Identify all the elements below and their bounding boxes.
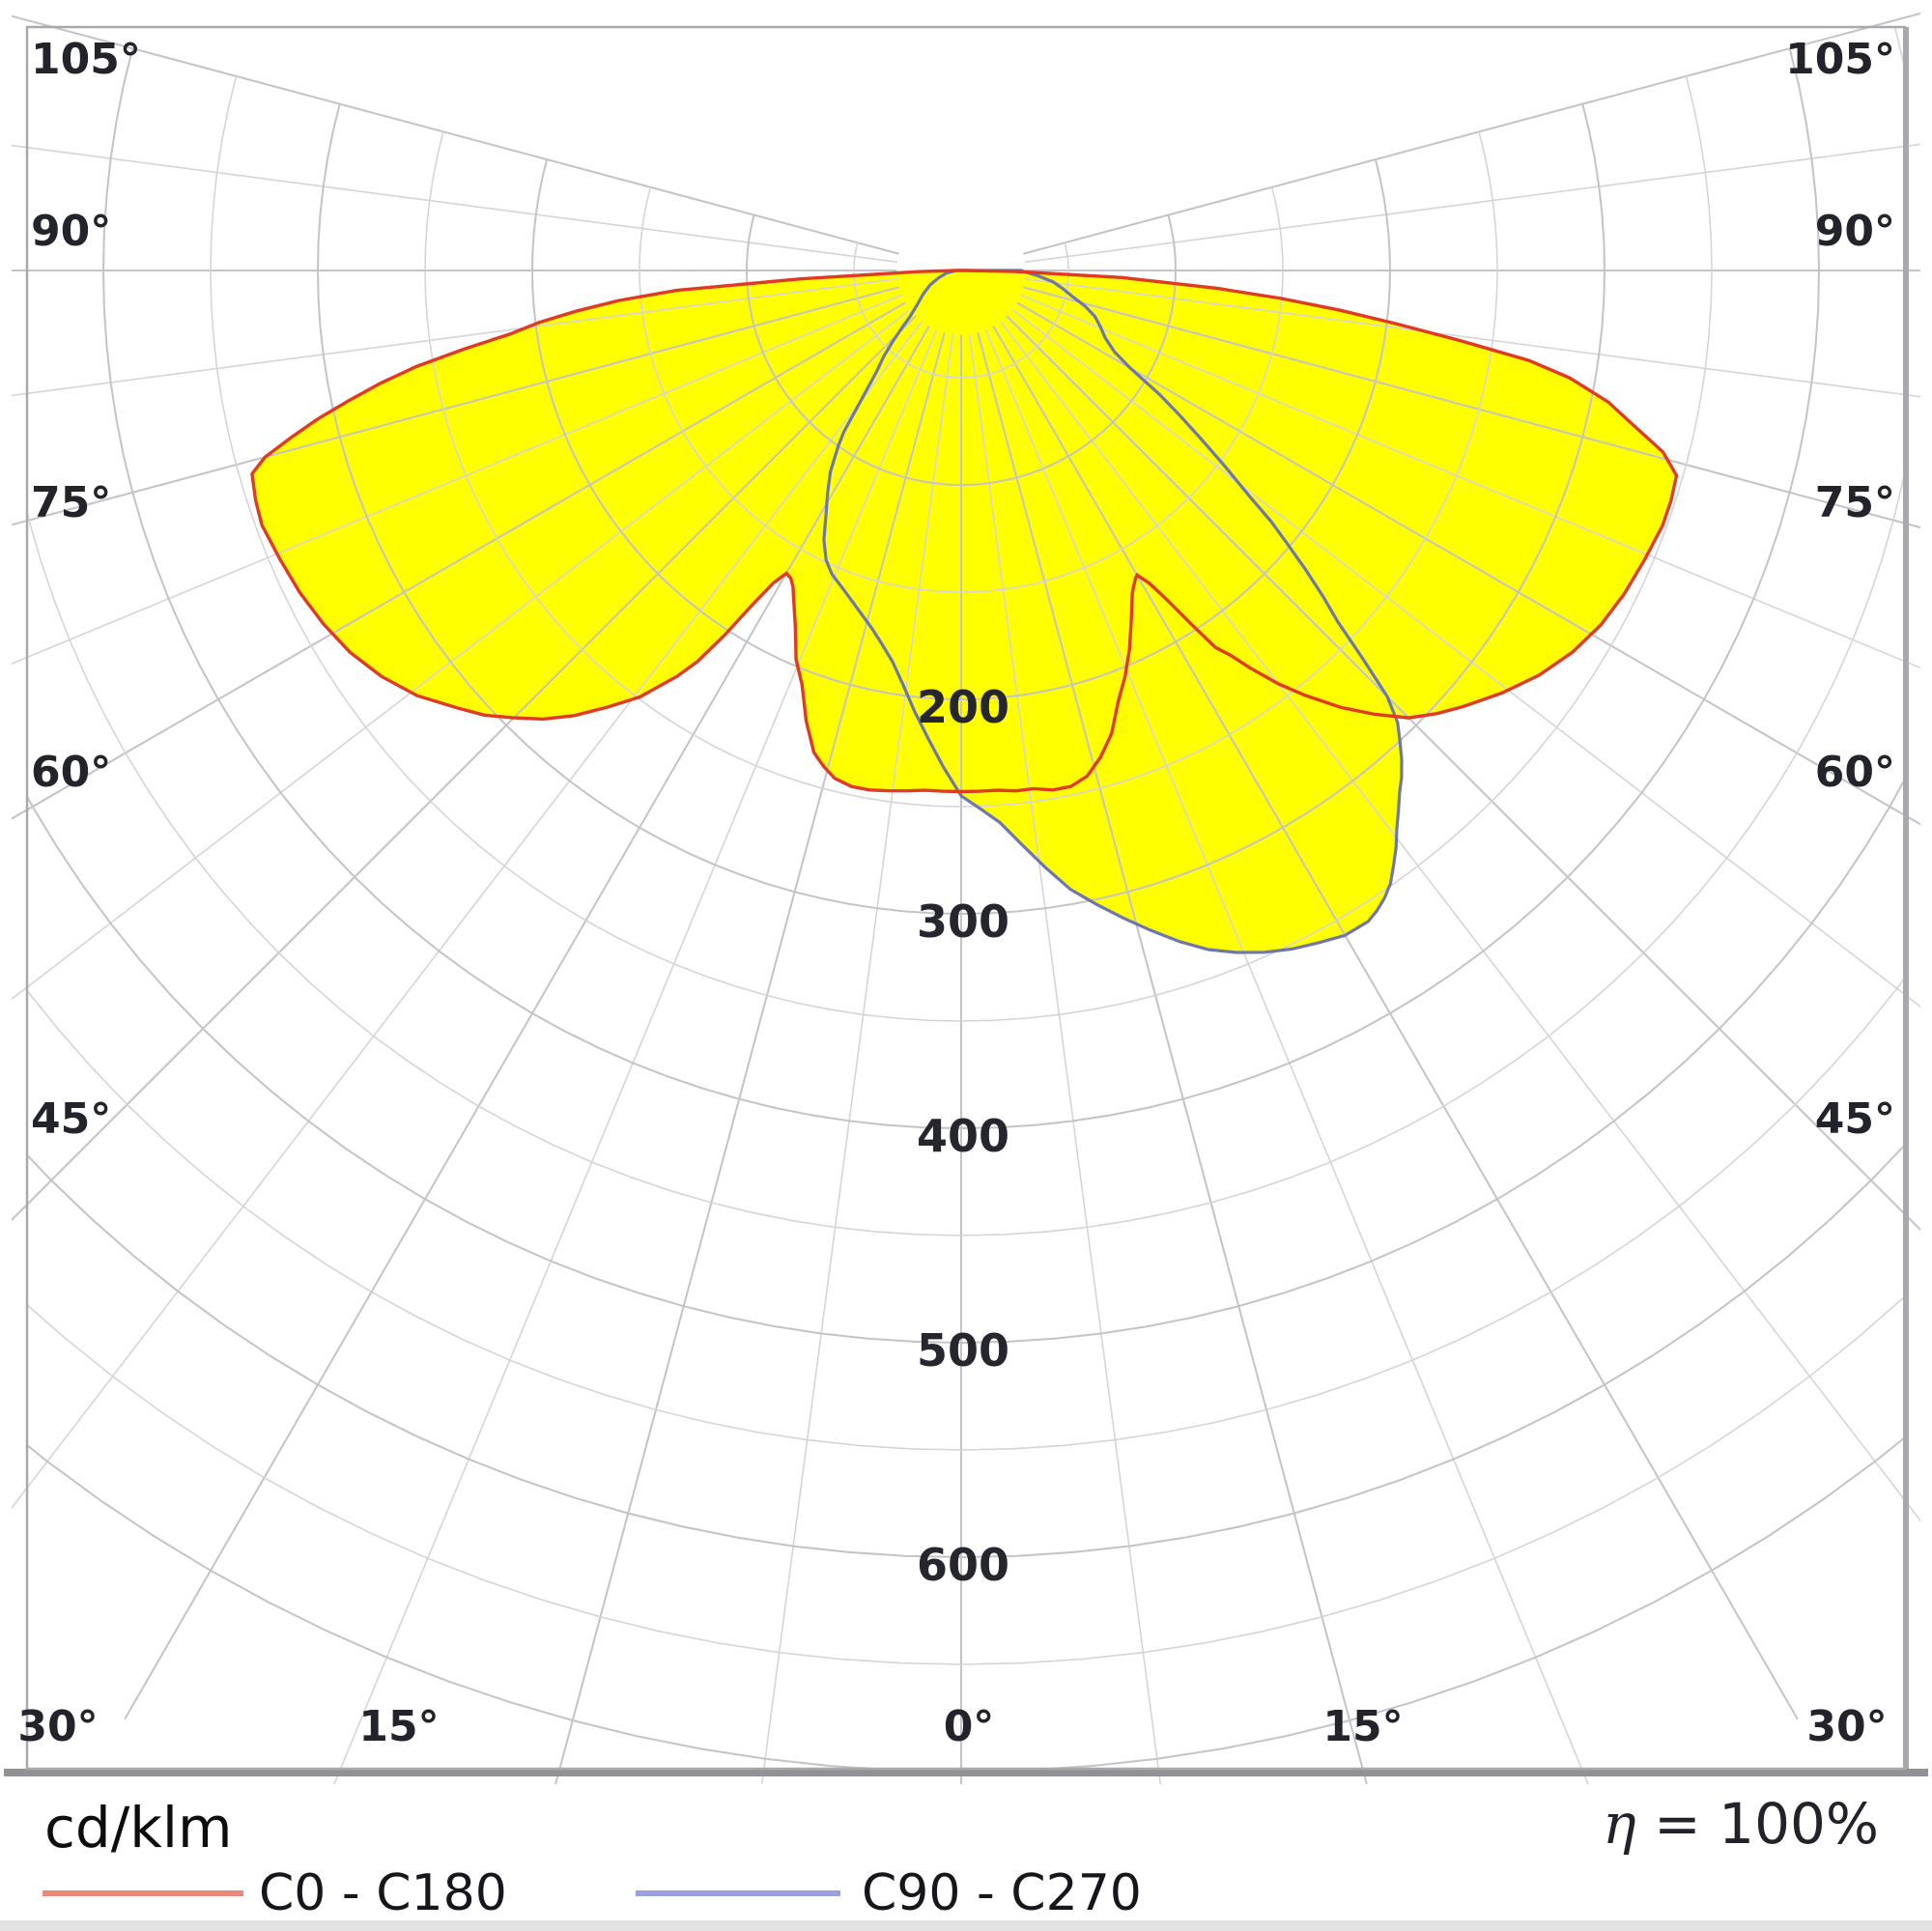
gamma-label-right: 105° <box>1785 35 1895 84</box>
gamma-label-right: 60° <box>1815 748 1895 797</box>
polar-grid-rings <box>27 27 1905 1769</box>
ring-label-500: 500 <box>917 1324 1009 1377</box>
gamma-label-left: 90° <box>31 207 111 256</box>
gamma-label-right: 45° <box>1815 1094 1895 1144</box>
gamma-label-right: 75° <box>1815 478 1895 527</box>
c0-c180-line-swatch <box>43 1890 243 1896</box>
ring-label-300: 300 <box>917 895 1009 948</box>
gamma-label-bottom: 0° <box>944 1702 995 1751</box>
intensity-fill <box>251 270 1677 952</box>
chart-frame <box>25 25 1907 1771</box>
gamma-label-right: 90° <box>1815 207 1895 256</box>
distribution-curves <box>250 269 1679 954</box>
gamma-label-bottom: 15° <box>1322 1702 1403 1751</box>
gamma-label-bottom: 30° <box>1806 1702 1887 1751</box>
gamma-label-left: 45° <box>31 1094 111 1144</box>
eta-value: = 100% <box>1654 1791 1879 1857</box>
c0-c180-label: C0 - C180 <box>259 1864 507 1922</box>
c90-c270-line-swatch <box>636 1890 840 1896</box>
gamma-label-left: 105° <box>31 35 141 84</box>
c90-c270-curve <box>822 269 1404 954</box>
units-label: cd/klm <box>44 1795 233 1860</box>
ring-label-200: 200 <box>917 681 1009 733</box>
gamma-label-bottom: 15° <box>358 1702 439 1751</box>
gamma-label-left: 75° <box>31 478 111 527</box>
ring-label-400: 400 <box>917 1110 1009 1162</box>
frame-bottom-shadow <box>4 1769 1928 1776</box>
gamma-label-bottom: 30° <box>17 1702 98 1751</box>
gamma-angle-labels: 105° 90° 75° 60° 45° 105° 90° 75° 60° 45° 30° 15° 0°… <box>17 35 1895 1751</box>
c90-c270-label: C90 - C270 <box>862 1864 1142 1922</box>
legend: cd/klm C0 - C180 C90 - C270 η = 100% <box>0 1789 1932 1931</box>
c0-c180-curve <box>250 269 1679 794</box>
gamma-label-left: 60° <box>31 748 111 797</box>
bottom-divider <box>0 1920 1932 1931</box>
eta-symbol: η <box>1602 1791 1636 1857</box>
ring-label-600: 600 <box>917 1539 1009 1591</box>
ring-value-labels: 200 300 400 500 600 <box>917 681 1009 1591</box>
efficiency-value: η = 100% <box>1603 1791 1879 1857</box>
legend-row: C0 - C180 C90 - C270 <box>0 1864 1932 1922</box>
